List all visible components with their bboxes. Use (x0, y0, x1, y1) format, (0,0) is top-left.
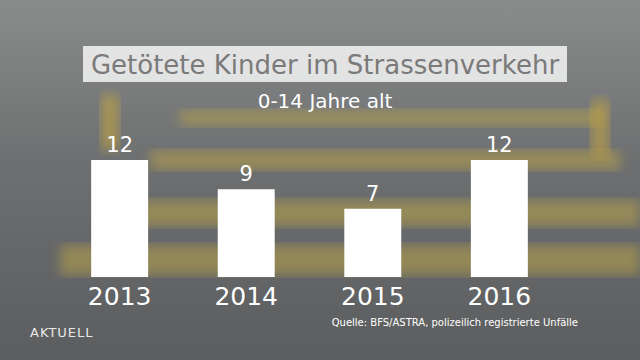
x-tick: 2015 (341, 277, 405, 311)
bar (218, 189, 275, 277)
x-tick: 2013 (88, 277, 152, 311)
background-stripe (150, 150, 620, 170)
x-tick-label: 2015 (341, 282, 405, 311)
title: Getötete Kinder im Strassenverkehr (91, 50, 559, 80)
annotation: AKTUELL (30, 325, 94, 340)
data-label: 7 (366, 182, 379, 206)
bars (91, 160, 528, 277)
x-tick: 2016 (468, 277, 532, 311)
chart-svg: Getötete Kinder im Strassenverkehr 0-14 J… (0, 0, 640, 360)
data-label: 12 (486, 133, 513, 157)
title-box (83, 46, 567, 82)
x-tick-label: 2013 (88, 282, 152, 311)
background (0, 0, 640, 360)
background-fill (0, 0, 640, 360)
subtitle: 0-14 Jahre alt (258, 89, 393, 113)
data-label: 12 (106, 133, 133, 157)
x-tick: 2014 (214, 277, 278, 311)
bar (344, 209, 401, 277)
source-note: Quelle: BFS/ASTRA, polizeilich registrie… (332, 317, 578, 328)
data-label: 9 (240, 162, 253, 186)
x-axis: 2013 2014 2015 2016 (88, 277, 531, 311)
bar (471, 160, 528, 277)
x-tick-label: 2014 (214, 282, 278, 311)
chart-container: Getötete Kinder im Strassenverkehr 0-14 J… (0, 0, 640, 360)
data-labels: 12 9 7 12 (106, 133, 512, 206)
x-tick-label: 2016 (468, 282, 532, 311)
bar (91, 160, 148, 277)
background-post (591, 100, 609, 155)
